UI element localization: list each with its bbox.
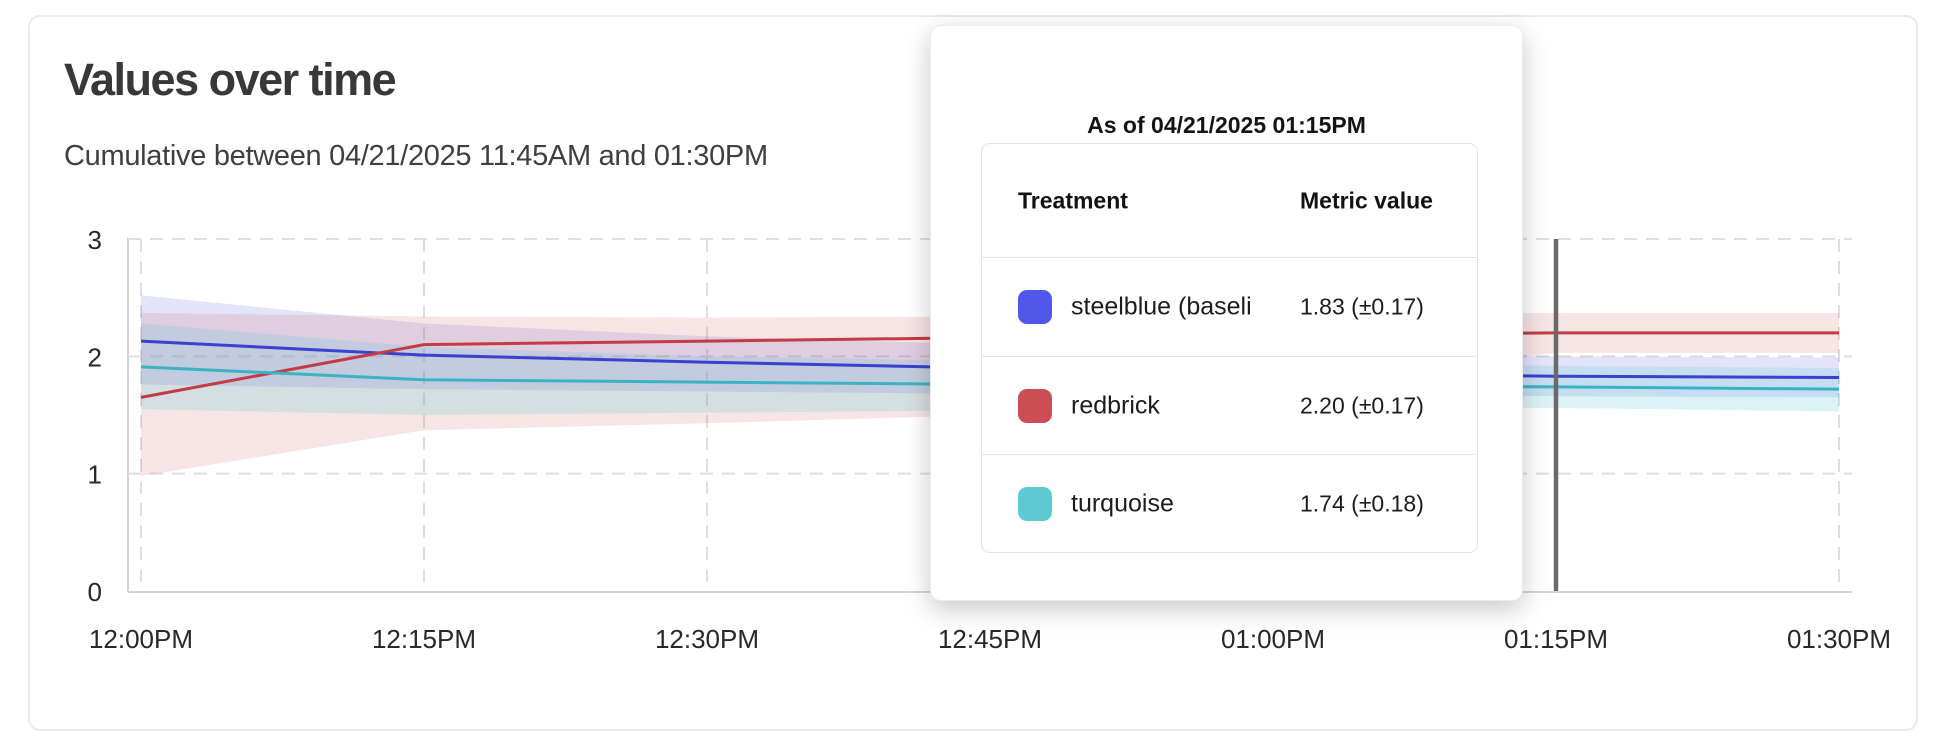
chart-hover-tooltip: As of 04/21/2025 01:15PM Treatment Metri… [930,25,1523,601]
tooltip-timestamp: As of 04/21/2025 01:15PM [1087,112,1366,138]
x-axis-tick-label: 01:30PM [1787,624,1891,654]
redbrick-series-swatch [1018,389,1052,423]
treatment-label: redbrick [1071,391,1160,419]
steelblue-series-swatch [1018,290,1052,324]
y-axis-tick-label: 1 [88,460,102,490]
turquoise-series-swatch [1018,487,1052,521]
tooltip-row-steelblue: steelblue (baseli 1.83 (±0.17) [982,258,1477,356]
tooltip-table: Treatment Metric value steelblue (baseli… [981,143,1478,553]
y-axis-tick-label: 2 [88,342,102,372]
x-axis-tick-label: 12:30PM [655,624,759,654]
metric-value: 1.83 (±0.17) [1300,293,1424,320]
metric-value: 1.74 (±0.18) [1300,490,1424,516]
treatment-label: steelblue (baseli [1071,292,1252,321]
x-axis-tick-label: 12:45PM [938,624,1042,654]
x-axis-tick-label: 01:00PM [1221,624,1325,654]
treatment-label: turquoise [1071,489,1174,517]
column-header-treatment: Treatment [1018,187,1128,213]
card-title: Values over time [64,54,397,105]
column-header-metric-value: Metric value [1300,187,1433,213]
x-axis-tick-label: 12:00PM [89,624,193,654]
y-axis-tick-label: 3 [88,225,102,255]
tooltip-row-turquoise: turquoise 1.74 (±0.18) [982,454,1477,552]
tooltip-row-redbrick: redbrick 2.20 (±0.17) [982,356,1477,454]
metric-value: 2.20 (±0.17) [1300,392,1424,418]
card-subtitle: Cumulative between 04/21/2025 11:45AM an… [64,140,768,172]
x-axis-tick-label: 01:15PM [1504,624,1608,654]
y-axis-tick-label: 0 [88,577,102,607]
tooltip-table-header: Treatment Metric value [982,144,1477,258]
x-axis-tick-label: 12:15PM [372,624,476,654]
